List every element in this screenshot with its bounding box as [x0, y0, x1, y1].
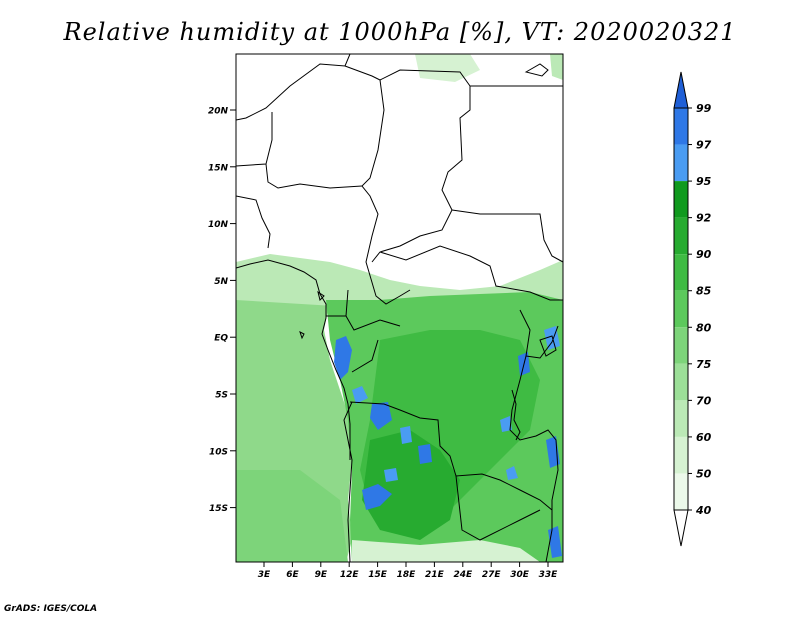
colorbar-label: 50	[696, 467, 712, 480]
colorbar: 99 97 95 92 90 85 80 75 70 60 50 40	[673, 71, 712, 547]
lon-label: 21E	[425, 570, 445, 580]
colorbar-band	[674, 436, 688, 474]
lon-label: 18E	[397, 570, 417, 580]
colorbar-label: 75	[696, 358, 712, 371]
colorbar-label: 99	[696, 102, 712, 115]
humidity-field-northeast	[550, 54, 563, 80]
colorbar-band	[674, 181, 688, 218]
colorbar-label: 85	[696, 285, 712, 298]
colorbar-band	[674, 473, 688, 510]
colorbar-band	[674, 217, 688, 255]
lat-label: 15N	[208, 163, 229, 173]
humidity-field-north	[415, 54, 480, 82]
lat-label: 10N	[208, 220, 229, 230]
colorbar-label: 90	[696, 248, 712, 261]
map-plot-area	[236, 54, 563, 562]
colorbar-label: 97	[696, 139, 712, 152]
lat-label: 5S	[215, 391, 228, 401]
colorbar-band	[674, 290, 688, 328]
lon-label: 6E	[286, 570, 299, 580]
lat-label: 10S	[209, 447, 228, 457]
latitude-axis: 20N 15N 10N 5N EQ 5S 10S 15S	[208, 107, 236, 514]
lon-label: 3E	[258, 570, 271, 580]
colorbar-top-arrow	[673, 71, 689, 109]
colorbar-label: 80	[696, 321, 712, 334]
colorbar-label: 92	[696, 212, 712, 225]
map-title: Relative humidity at 1000hPa [%], VT: 20…	[63, 18, 737, 46]
lon-label: 30E	[510, 570, 530, 580]
lon-label: 27E	[482, 570, 502, 580]
colorbar-band	[674, 363, 688, 401]
humidity-field-angola	[362, 430, 460, 540]
lat-label: 20N	[208, 107, 229, 117]
lon-label: 12E	[340, 570, 360, 580]
humidity-field-southern-dry	[352, 540, 540, 562]
lat-label: 5N	[214, 277, 228, 287]
colorbar-band	[674, 327, 688, 364]
humidity-field-southwest	[236, 470, 348, 562]
lon-label: 15E	[368, 570, 388, 580]
longitude-axis: 3E 6E 9E 12E 15E 18E 21E 24E 27E 30E 33E	[258, 562, 558, 580]
colorbar-label: 95	[696, 175, 712, 188]
colorbar-band	[674, 108, 688, 145]
colorbar-label: 60	[696, 431, 712, 444]
colorbar-band	[674, 254, 688, 291]
country-boundaries	[236, 54, 563, 562]
grads-credit: GrADS: IGES/COLA	[4, 604, 98, 614]
lon-label: 9E	[315, 570, 328, 580]
colorbar-band	[674, 400, 688, 437]
lat-label: 15S	[209, 504, 228, 514]
colorbar-label: 70	[696, 394, 712, 407]
lon-label: 24E	[453, 570, 473, 580]
lat-label: EQ	[214, 334, 228, 344]
coastlines	[236, 63, 557, 460]
lon-label: 33E	[539, 570, 559, 580]
colorbar-band	[674, 144, 688, 182]
colorbar-label: 40	[695, 504, 712, 517]
map-frame	[235, 53, 564, 563]
colorbar-bottom-arrow	[673, 509, 689, 547]
